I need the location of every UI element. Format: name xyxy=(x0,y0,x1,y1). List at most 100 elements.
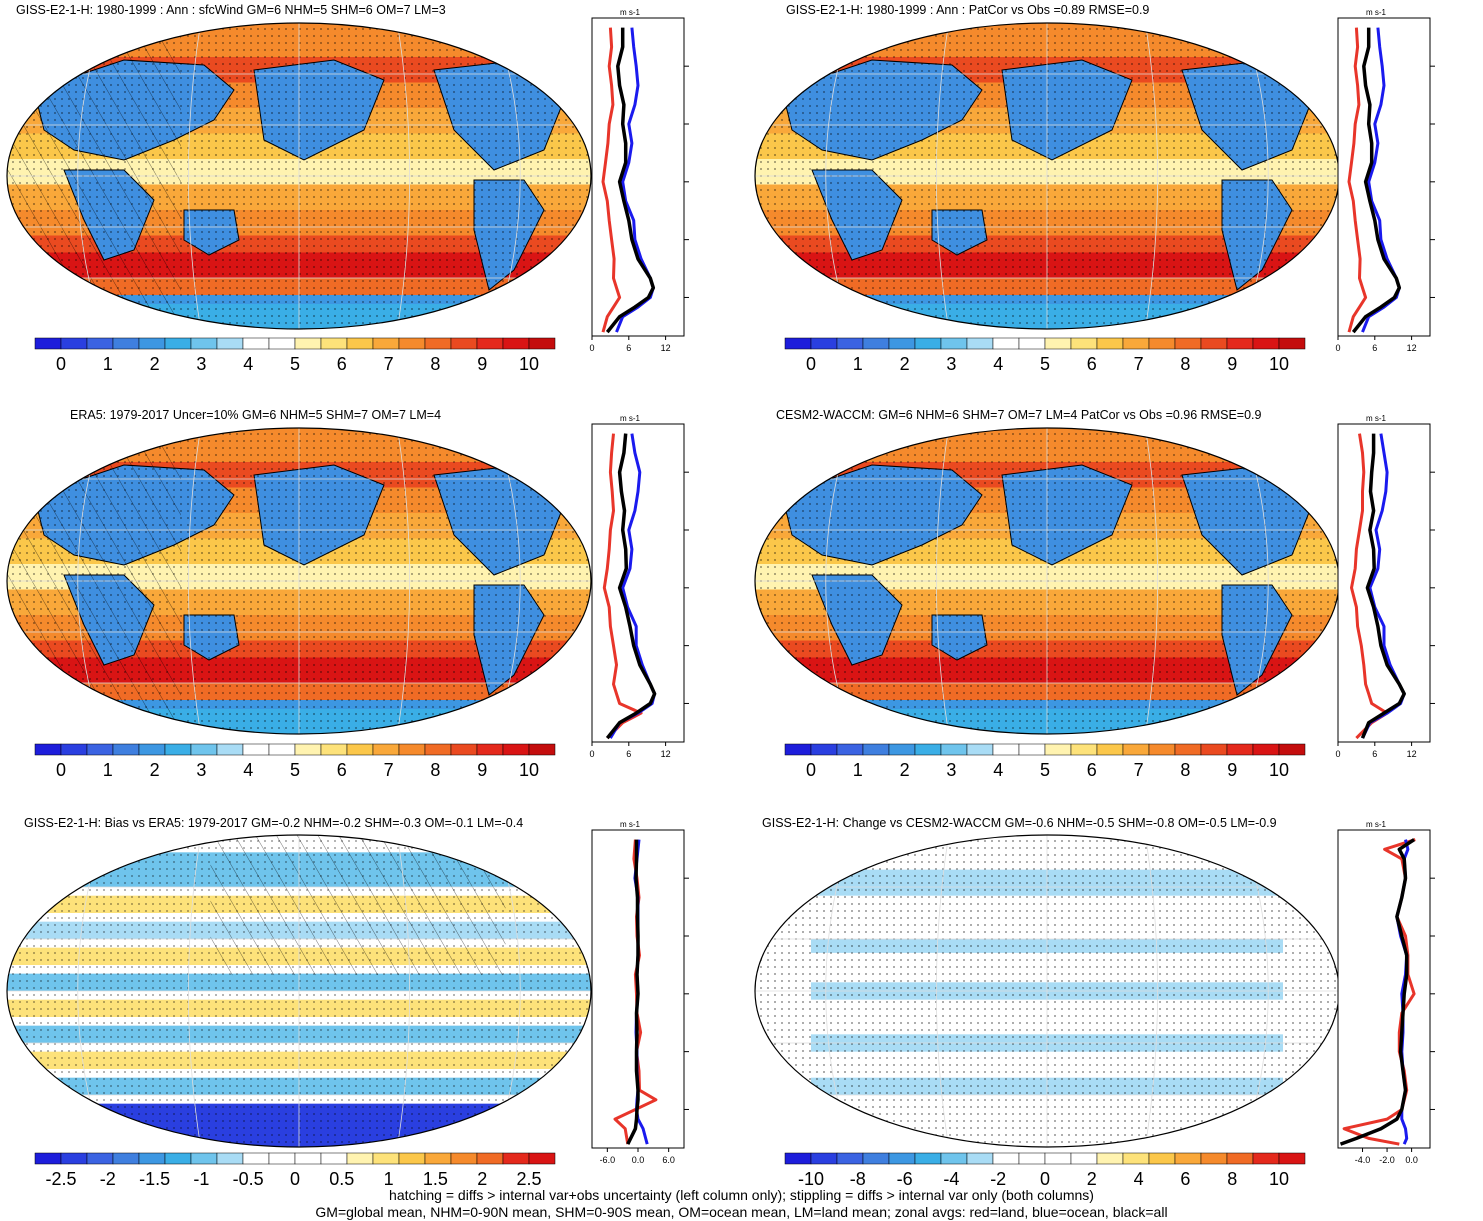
colorbar-swatch xyxy=(966,743,994,756)
colorbar-swatch xyxy=(60,337,88,350)
colorbar-label: 1 xyxy=(853,760,863,780)
panel-title: GISS-E2-1-H: Change vs CESM2-WACCM GM=-0… xyxy=(762,816,1277,830)
colorbar-swatch xyxy=(1070,743,1098,756)
colorbar-label: 2 xyxy=(900,760,910,780)
colorbar-swatch xyxy=(138,743,166,756)
colorbar-label: 5 xyxy=(290,354,300,374)
colorbar-swatch xyxy=(1278,743,1306,756)
x-tick-label: 6 xyxy=(1372,343,1377,352)
colorbar-swatch xyxy=(450,337,478,350)
colorbar-swatch xyxy=(1200,1152,1228,1165)
colorbar-label: 10 xyxy=(1269,1169,1289,1189)
colorbar-label: 7 xyxy=(384,760,394,780)
colorbar-label: -0.5 xyxy=(233,1169,264,1189)
colorbar-swatch xyxy=(966,337,994,350)
graticule xyxy=(187,23,202,329)
colorbar-swatch xyxy=(242,337,270,350)
colorbar-swatch xyxy=(1122,337,1150,350)
zonal-frame xyxy=(1337,17,1431,337)
colorbar-swatch xyxy=(138,1152,166,1165)
colorbar-swatch xyxy=(1044,1152,1072,1165)
colorbar-swatch xyxy=(138,337,166,350)
colorbar-label: 9 xyxy=(1227,354,1237,374)
graticule xyxy=(187,428,202,734)
colorbar-swatch xyxy=(294,337,322,350)
colorbar-swatch xyxy=(34,337,62,350)
colorbar-label: 6 xyxy=(337,760,347,780)
colorbar-label: 1 xyxy=(103,760,113,780)
colorbar-label: 6 xyxy=(1180,1169,1190,1189)
colorbar-label: 1 xyxy=(384,1169,394,1189)
panel-title: GISS-E2-1-H: 1980-1999 : Ann : PatCor vs… xyxy=(786,3,1150,17)
colorbar-label: 3 xyxy=(946,354,956,374)
map-field xyxy=(755,23,1339,329)
colorbar-swatch xyxy=(836,337,864,350)
graticule xyxy=(396,835,411,1147)
colorbar-swatch xyxy=(992,337,1020,350)
colorbar-swatch xyxy=(346,743,374,756)
colorbar-label: 0 xyxy=(56,354,66,374)
colorbar-swatch xyxy=(1070,337,1098,350)
colorbar-swatch xyxy=(1226,1152,1254,1165)
map-border xyxy=(6,427,592,735)
colorbar-swatch xyxy=(914,743,942,756)
colorbar-label: -2.5 xyxy=(45,1169,76,1189)
colorbar-label: 5 xyxy=(1040,354,1050,374)
colorbar-swatch xyxy=(1070,1152,1098,1165)
colorbar-label: 6 xyxy=(1087,760,1097,780)
x-tick-label: -4.0 xyxy=(1355,1155,1371,1164)
colorbar-label: 3 xyxy=(196,760,206,780)
zonal-line-all xyxy=(1339,838,1416,1146)
x-tick-label: 12 xyxy=(661,749,671,758)
colorbar-swatch xyxy=(268,743,296,756)
colorbar-swatch xyxy=(112,743,140,756)
colorbar: -2.5 -2 -1.5 -1 -0.5 0 0.5 1 1.5 2 2.5 xyxy=(34,1152,556,1189)
colorbar-swatch xyxy=(476,337,504,350)
colorbar-swatch xyxy=(502,337,530,350)
x-tick-label: 0 xyxy=(589,343,594,352)
colorbar-swatch xyxy=(60,1152,88,1165)
colorbar-swatch xyxy=(1122,743,1150,756)
colorbar-label: 2 xyxy=(900,354,910,374)
colorbar-swatch xyxy=(1096,1152,1124,1165)
colorbar-swatch xyxy=(810,337,838,350)
zonal-line-all xyxy=(605,433,657,740)
graticule xyxy=(396,23,411,329)
colorbar-label: 2.5 xyxy=(516,1169,541,1189)
colorbar-swatch xyxy=(1122,1152,1150,1165)
colorbar: -10 -8 -6 -4 -2 0 2 4 6 8 10 xyxy=(784,1152,1306,1189)
colorbar-swatch xyxy=(476,743,504,756)
colorbar-swatch xyxy=(424,1152,452,1165)
x-tick-label: 6 xyxy=(626,343,631,352)
x-tick-label: 0 xyxy=(589,749,594,758)
colorbar-swatch xyxy=(1096,743,1124,756)
colorbar-label: 2 xyxy=(1087,1169,1097,1189)
colorbar-label: 7 xyxy=(384,354,394,374)
robinson-map xyxy=(6,427,592,735)
colorbar-swatch xyxy=(60,743,88,756)
colorbar-swatch xyxy=(320,743,348,756)
colorbar: 0 1 2 3 4 5 6 7 8 9 10 xyxy=(784,743,1306,780)
zonal-line-land xyxy=(602,433,643,740)
colorbar-swatch xyxy=(810,743,838,756)
colorbar-swatch xyxy=(398,1152,426,1165)
zonal-mean-plot: m s-160N30N030S60S0612 xyxy=(589,414,689,758)
zonal-line-land xyxy=(1350,433,1389,740)
colorbar-label: -10 xyxy=(798,1169,824,1189)
colorbar-label: -1.5 xyxy=(139,1169,170,1189)
colorbar-label: 4 xyxy=(1134,1169,1144,1189)
colorbar-label: 3 xyxy=(946,760,956,780)
colorbar-label: 5 xyxy=(290,760,300,780)
colorbar: 0 1 2 3 4 5 6 7 8 9 10 xyxy=(784,337,1306,374)
colorbar-swatch xyxy=(242,1152,270,1165)
unit-label: m s-1 xyxy=(1366,414,1387,423)
x-tick-label: -6.0 xyxy=(600,1155,616,1164)
unit-label: m s-1 xyxy=(620,820,641,829)
colorbar-swatch xyxy=(966,1152,994,1165)
colorbar-label: 7 xyxy=(1134,760,1144,780)
colorbar-swatch xyxy=(1018,337,1046,350)
zonal-line-all xyxy=(626,839,640,1145)
colorbar: 0 1 2 3 4 5 6 7 8 9 10 xyxy=(34,337,556,374)
zonal-line-land xyxy=(1347,27,1368,333)
graticule xyxy=(935,428,950,734)
